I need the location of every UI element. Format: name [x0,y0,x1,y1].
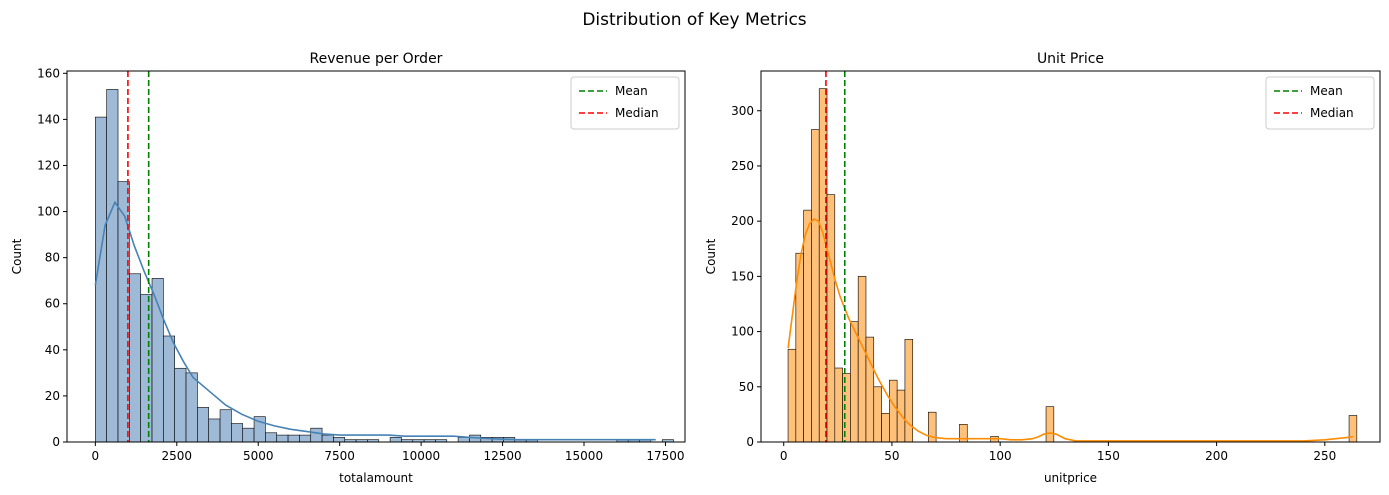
left-xtick-label: 17500 [646,449,684,463]
left-hist-bar [197,407,210,443]
left-ytick-label: 120 [37,158,60,172]
left-plot: 0 2500 5000 7500 10000 12500 15000 17500 0 20 40 60… [10,51,686,485]
left-hist-bar [163,335,176,443]
left-ytick-label: 80 [45,251,60,265]
right-ytick-label: 300 [731,104,754,118]
left-hist-bar [185,372,198,443]
right-ytick-label: 200 [731,214,754,228]
left-hist-bar [457,437,470,443]
right-xtick-label: 100 [989,449,1012,463]
right-hist-bar [811,129,820,443]
left-ytick-label: 60 [45,297,60,311]
left-title: Revenue per Order [310,51,443,67]
right-ytick-label: 100 [731,325,754,339]
right-legend: Mean Median [1265,76,1375,130]
left-ytick-label: 140 [37,112,60,126]
right-xtick-label: 250 [1313,449,1336,463]
right-legend-label: Mean [1310,84,1343,98]
left-ytick-label: 20 [45,389,60,403]
left-hist-bar [276,434,289,443]
right-ylabel: Count [704,238,718,274]
left-hist-bar [333,437,346,443]
right-hist-bar [842,373,851,443]
left-hist-bar [321,434,334,443]
right-ytick-label: 250 [731,159,754,173]
left-ytick-label: 0 [52,435,60,449]
right-hist-bar [881,412,890,443]
left-xtick-label: 12500 [483,449,521,463]
right-legend-label: Median [1310,106,1354,120]
right-hist-bar [889,379,898,443]
right-hist-bar [873,386,882,443]
right-xtick-label: 150 [1097,449,1120,463]
left-ytick-label: 40 [45,343,60,357]
left-hist-bar [174,367,187,443]
left-xlabel: totalamount [339,471,413,485]
right-hist-bar [1348,415,1358,443]
left-xtick-label: 2500 [162,449,193,463]
left-kde-line [94,200,656,441]
left-legend-label: Median [615,106,659,120]
left-xtick-label: 5000 [243,449,274,463]
left-hist-bar [106,89,119,443]
left-hist-bar [287,434,300,443]
left-bars [95,89,674,443]
left-xtick-label: 15000 [565,449,603,463]
right-hist-bar [857,276,867,443]
left-hist-bar [140,294,153,443]
left-axes-frame [66,70,686,443]
right-hist-bar [834,367,843,443]
left-xtick-label: 10000 [402,449,440,463]
left-xtick-label: 7500 [324,449,355,463]
left-hist-bar [219,409,232,443]
right-ytick-label: 150 [731,269,754,283]
left-hist-bar [299,434,312,443]
left-hist-bar [231,423,244,443]
right-legend-box [1265,76,1375,130]
left-hist-bar [265,432,278,443]
left-hist-bar [129,273,141,443]
left-legend-label: Mean [615,84,648,98]
right-hist-bar [826,194,836,443]
right-hist-bar [787,348,797,443]
right-axes-frame [760,70,1381,443]
left-ytick-label: 100 [37,205,60,219]
right-xtick-label: 50 [884,449,899,463]
left-ytick-label: 160 [37,66,60,80]
left-legend-box [570,76,680,130]
left-hist-bar [208,418,221,443]
left-hist-bar [310,427,323,443]
figure-suptitle: Distribution of Key Metrics [582,10,806,30]
right-hist-bar [803,209,812,443]
left-hist-bar [389,437,402,443]
left-ylabel: Count [10,238,24,274]
right-bars [787,88,1358,443]
right-kde-line [787,218,1354,442]
right-xtick-label: 0 [780,449,788,463]
right-xlabel: unitprice [1044,471,1097,485]
right-title: Unit Price [1037,51,1104,67]
left-legend: Mean Median [570,76,680,130]
left-hist-bar [242,427,255,443]
right-hist-bar [850,321,859,443]
right-ytick-label: 50 [739,380,754,394]
right-hist-bar [865,336,875,443]
right-plot: 0 50 100 150 200 250 0 50 100 150 200 250 300 Unit Pr… [704,51,1381,485]
right-ytick-label: 0 [746,435,754,449]
right-xtick-label: 200 [1205,449,1228,463]
right-hist-bar [1045,406,1055,443]
left-xtick-label: 0 [92,449,100,463]
